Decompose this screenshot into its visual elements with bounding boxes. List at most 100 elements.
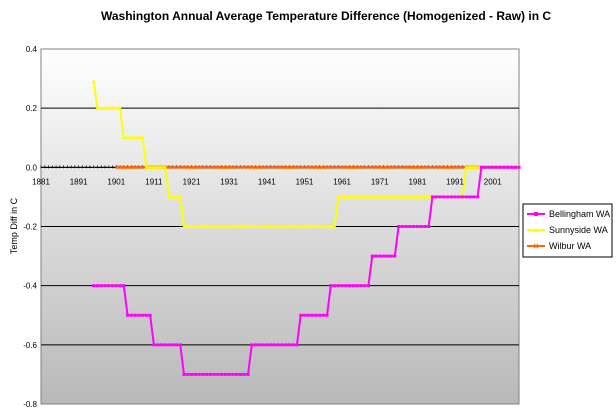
legend-label: Bellingham WA xyxy=(549,209,610,219)
data-point xyxy=(279,224,284,229)
data-point xyxy=(287,343,291,347)
data-point xyxy=(328,165,333,170)
data-point xyxy=(445,195,449,199)
data-point xyxy=(204,165,209,170)
data-point xyxy=(118,284,122,288)
data-point xyxy=(321,165,326,170)
data-point xyxy=(163,165,168,169)
data-point xyxy=(122,284,126,288)
data-point xyxy=(261,165,265,170)
data-point xyxy=(513,165,517,169)
data-point xyxy=(456,165,461,170)
data-point xyxy=(374,254,378,258)
data-point xyxy=(246,165,250,170)
data-point xyxy=(321,224,326,229)
legend-label: Wilbur WA xyxy=(549,241,591,251)
data-point xyxy=(234,165,239,170)
data-point xyxy=(460,165,465,170)
data-point xyxy=(204,224,209,229)
legend-item: Wilbur WA xyxy=(527,241,591,251)
x-tick-label: 1951 xyxy=(296,177,314,186)
data-point xyxy=(272,343,276,347)
data-point xyxy=(355,284,359,288)
data-point xyxy=(419,194,424,199)
x-tick-label: 1961 xyxy=(333,177,351,186)
data-point xyxy=(298,165,303,170)
data-point xyxy=(155,165,160,169)
data-point xyxy=(291,224,296,229)
data-point xyxy=(216,165,220,170)
legend-marker xyxy=(533,227,539,232)
x-tick-label: 1991 xyxy=(446,177,464,186)
data-point xyxy=(280,165,284,170)
data-point xyxy=(423,165,427,170)
data-point xyxy=(276,165,280,170)
x-tick-label: 1931 xyxy=(220,177,238,186)
data-point xyxy=(167,165,171,170)
data-point xyxy=(144,165,149,169)
data-point xyxy=(373,194,378,199)
data-point xyxy=(268,224,273,229)
data-point xyxy=(400,165,405,170)
data-point xyxy=(242,372,246,376)
data-point xyxy=(336,165,341,170)
x-tick-label: 1981 xyxy=(408,177,426,186)
data-point xyxy=(415,165,420,170)
data-point xyxy=(445,165,450,170)
data-point xyxy=(163,343,167,347)
data-point xyxy=(249,165,254,170)
data-point xyxy=(422,194,427,199)
data-point xyxy=(476,195,480,199)
data-point xyxy=(170,165,175,170)
data-point xyxy=(250,343,254,347)
data-point xyxy=(438,165,442,170)
data-point xyxy=(430,165,435,170)
legend: Bellingham WA Sunnyside WA Wilbur WA xyxy=(522,203,613,258)
data-point xyxy=(453,165,457,170)
data-point xyxy=(235,372,239,376)
data-point xyxy=(205,372,209,376)
data-point xyxy=(133,165,137,170)
data-point xyxy=(182,165,186,170)
data-point xyxy=(325,165,329,170)
data-point xyxy=(200,224,205,229)
data-point xyxy=(359,165,363,170)
data-point xyxy=(340,284,344,288)
data-point xyxy=(189,165,194,170)
data-point xyxy=(389,165,393,170)
data-point xyxy=(219,165,224,170)
data-point xyxy=(174,165,179,170)
data-point xyxy=(302,224,307,229)
data-point xyxy=(457,195,461,199)
data-point xyxy=(318,313,322,317)
data-point xyxy=(366,284,370,288)
data-point xyxy=(407,165,412,170)
data-point xyxy=(182,224,187,229)
data-point xyxy=(159,343,163,347)
data-point xyxy=(411,165,416,170)
data-point xyxy=(253,165,258,170)
data-point xyxy=(208,165,213,170)
data-point xyxy=(412,225,416,228)
data-point xyxy=(261,224,266,229)
data-point xyxy=(238,372,242,376)
data-point xyxy=(419,225,423,228)
data-point xyxy=(133,135,138,140)
data-point xyxy=(264,165,269,170)
data-point xyxy=(487,165,491,169)
y-tick-label: 0.2 xyxy=(26,104,38,113)
data-point xyxy=(110,105,115,110)
data-point xyxy=(509,165,513,169)
data-point xyxy=(313,224,318,229)
data-point xyxy=(344,165,348,170)
data-point xyxy=(442,195,446,199)
data-point xyxy=(272,165,277,170)
data-point xyxy=(197,372,201,376)
data-point xyxy=(102,105,107,110)
legend-label: Sunnyside WA xyxy=(549,225,608,235)
data-point xyxy=(186,372,190,376)
data-point xyxy=(257,224,262,229)
data-point xyxy=(268,165,273,170)
x-tick-label: 1891 xyxy=(70,177,88,186)
data-point xyxy=(178,165,183,170)
